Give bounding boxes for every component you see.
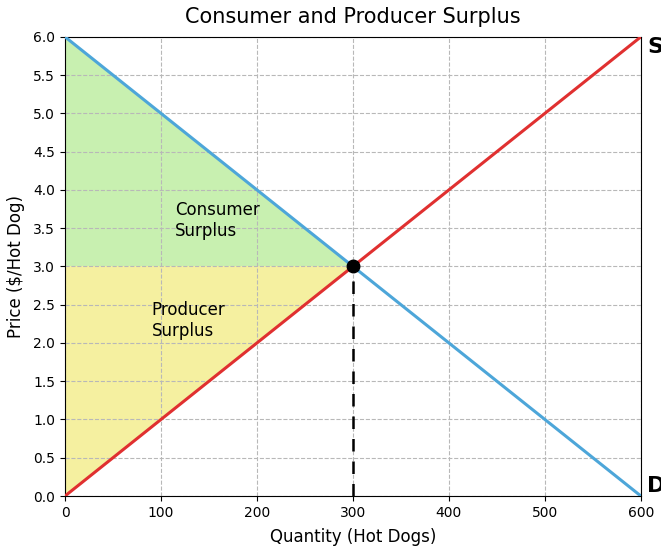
X-axis label: Quantity (Hot Dogs): Quantity (Hot Dogs) (270, 528, 436, 546)
Y-axis label: Price ($/Hot Dog): Price ($/Hot Dog) (7, 195, 25, 338)
Text: D: D (648, 476, 661, 496)
Text: S: S (648, 37, 661, 57)
Text: Producer
Surplus: Producer Surplus (151, 301, 225, 340)
Text: Consumer
Surplus: Consumer Surplus (175, 201, 260, 240)
Title: Consumer and Producer Surplus: Consumer and Producer Surplus (185, 7, 521, 27)
Polygon shape (65, 267, 353, 496)
Polygon shape (65, 37, 353, 267)
